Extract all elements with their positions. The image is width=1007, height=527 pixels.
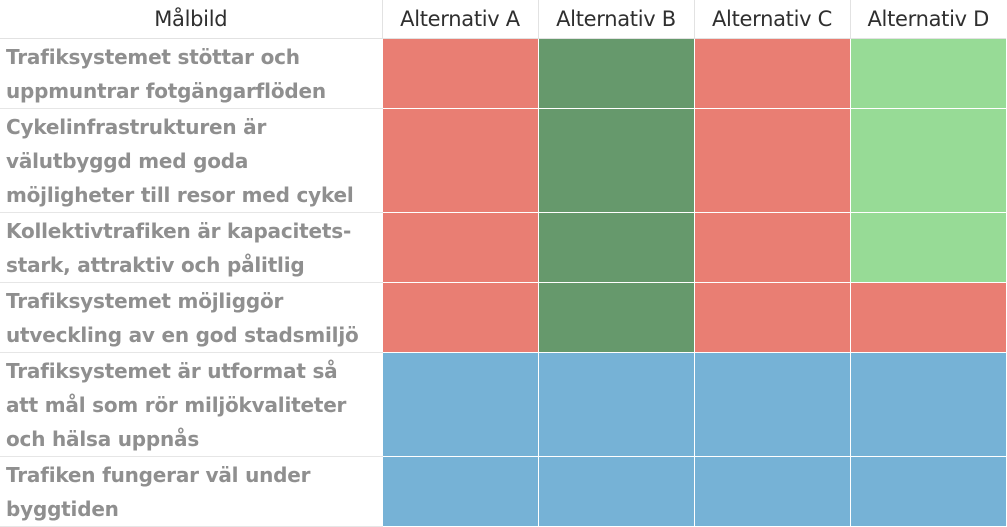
matrix-cell (693, 282, 850, 353)
matrix-cell (537, 282, 694, 353)
column-header-alternativ-c: Alternativ C (694, 0, 851, 39)
matrix-cell (381, 352, 538, 457)
matrix-cell (381, 282, 538, 353)
matrix-cell (849, 38, 1006, 109)
table-row: Trafiksystemet är utformat så att mål so… (0, 352, 1006, 457)
matrix-cell (537, 352, 694, 457)
matrix-cell (849, 282, 1006, 353)
matrix-cell (537, 38, 694, 109)
row-label: Trafiksystemet är utformat så att mål so… (0, 352, 382, 457)
table-row: Kollektivtrafiken är kapacitets-stark, a… (0, 212, 1006, 283)
column-header-alternativ-d: Alternativ D (850, 0, 1006, 39)
matrix-cell (849, 212, 1006, 283)
matrix-cell (849, 108, 1006, 213)
matrix-cell (537, 456, 694, 527)
matrix-cell (693, 212, 850, 283)
matrix-cell (849, 456, 1006, 527)
row-label: Kollektivtrafiken är kapacitets-stark, a… (0, 212, 382, 283)
table-row: Trafiksystemet möjliggör utveckling av e… (0, 282, 1006, 353)
row-label: Trafiken fungerar väl under byggtiden (0, 456, 382, 527)
matrix-cell (381, 212, 538, 283)
matrix-cell (693, 352, 850, 457)
matrix-cell (381, 456, 538, 527)
table-row: Trafiken fungerar väl under byggtiden (0, 456, 1006, 527)
row-label: Trafiksystemet stöttar och uppmuntrar fo… (0, 38, 382, 109)
row-label: Cykelinfrastrukturen är välutbyggd med g… (0, 108, 382, 213)
header-row: Målbild Alternativ A Alternativ B Altern… (0, 0, 1006, 39)
column-header-alternativ-a: Alternativ A (382, 0, 539, 39)
matrix-cell (849, 352, 1006, 457)
matrix-cell (537, 108, 694, 213)
table-row: Trafiksystemet stöttar och uppmuntrar fo… (0, 38, 1006, 109)
matrix-cell (693, 108, 850, 213)
column-header-alternativ-b: Alternativ B (538, 0, 695, 39)
matrix-cell (693, 38, 850, 109)
matrix-cell (381, 38, 538, 109)
row-label: Trafiksystemet möjliggör utveckling av e… (0, 282, 382, 353)
matrix-cell (693, 456, 850, 527)
corner-header: Målbild (0, 0, 383, 39)
matrix-cell (537, 212, 694, 283)
table-row: Cykelinfrastrukturen är välutbyggd med g… (0, 108, 1006, 213)
matrix-cell (381, 108, 538, 213)
